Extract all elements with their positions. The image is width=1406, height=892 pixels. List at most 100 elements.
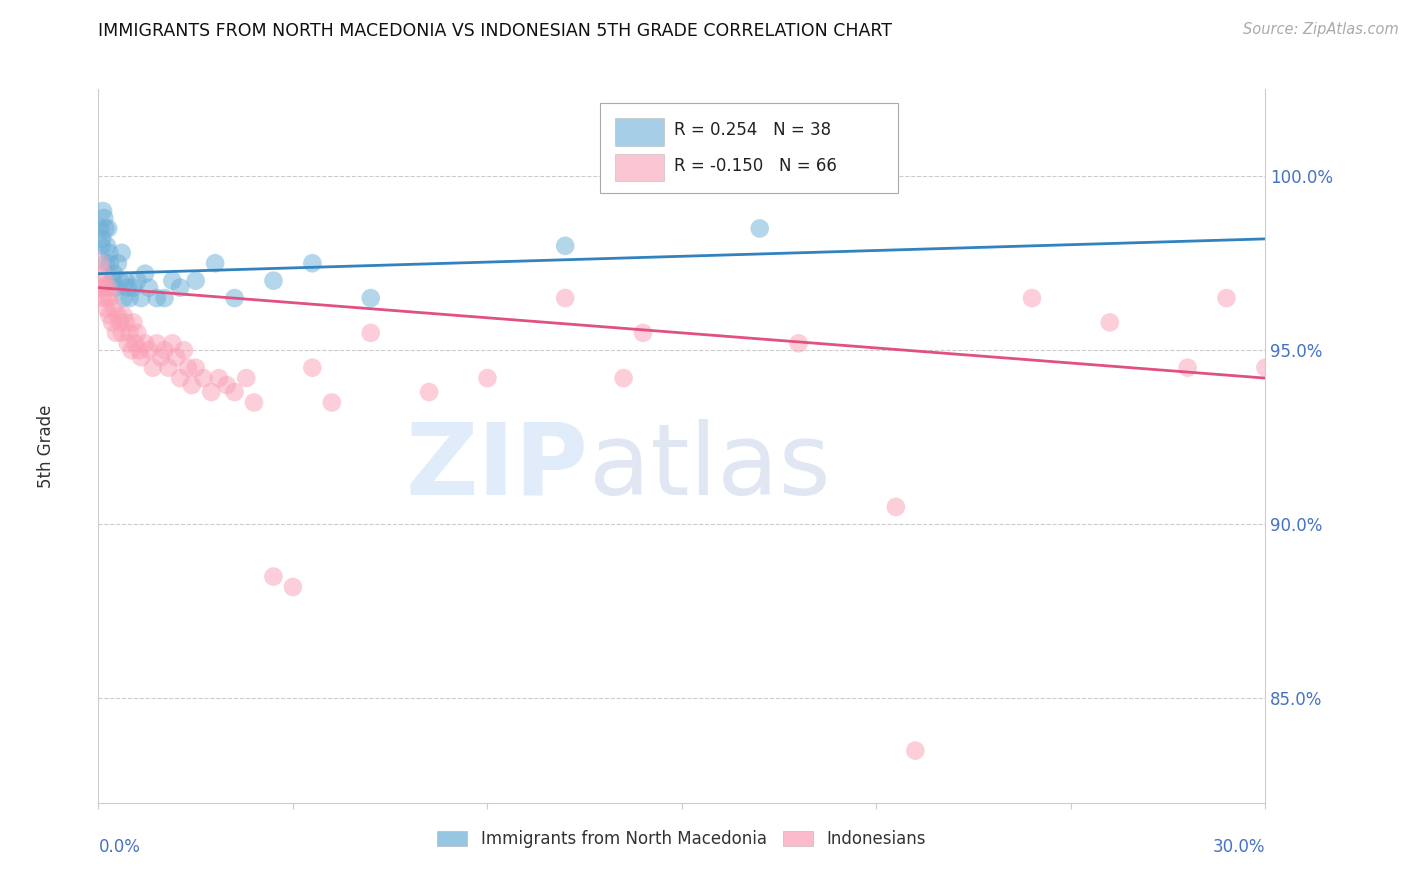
Point	[301, 256, 323, 270]
Point	[134, 267, 156, 281]
Point	[129, 350, 152, 364]
Point	[118, 291, 141, 305]
Point	[94, 280, 117, 294]
Point	[122, 280, 145, 294]
Point	[177, 360, 200, 375]
Point	[121, 343, 143, 358]
Text: atlas: atlas	[589, 419, 830, 516]
Text: ZIP: ZIP	[406, 419, 589, 516]
Point	[103, 267, 125, 281]
Point	[215, 378, 238, 392]
Point	[117, 280, 139, 294]
Point	[149, 350, 172, 364]
Point	[554, 291, 576, 305]
Point	[93, 274, 115, 288]
Point	[787, 336, 810, 351]
Point	[124, 336, 146, 351]
Point	[104, 326, 127, 340]
Point	[321, 395, 343, 409]
Point	[89, 256, 111, 270]
Point	[224, 385, 246, 400]
Point	[112, 291, 135, 305]
Point	[91, 291, 114, 305]
FancyBboxPatch shape	[616, 154, 665, 181]
Point	[111, 326, 134, 340]
Point	[101, 274, 124, 288]
Point	[153, 291, 176, 305]
Point	[904, 743, 927, 757]
Point	[89, 221, 111, 235]
Point	[184, 274, 207, 288]
Point	[1254, 360, 1277, 375]
Point	[208, 371, 231, 385]
Point	[1177, 360, 1199, 375]
Point	[418, 385, 440, 400]
Point	[204, 256, 226, 270]
Point	[138, 280, 160, 294]
Point	[104, 280, 127, 294]
Point	[94, 221, 117, 235]
Point	[224, 291, 246, 305]
Point	[90, 280, 112, 294]
Point	[122, 315, 145, 329]
Point	[200, 385, 222, 400]
Point	[554, 239, 576, 253]
Point	[169, 371, 191, 385]
Point	[235, 371, 257, 385]
Point	[117, 336, 139, 351]
Point	[98, 245, 121, 260]
Point	[173, 343, 195, 358]
Point	[98, 309, 121, 323]
Point	[97, 280, 120, 294]
Text: R = -0.150   N = 66: R = -0.150 N = 66	[673, 157, 837, 175]
Point	[1215, 291, 1237, 305]
Point	[169, 280, 191, 294]
Point	[165, 350, 187, 364]
Point	[631, 326, 654, 340]
Point	[118, 326, 141, 340]
Point	[127, 274, 149, 288]
Point	[146, 336, 169, 351]
Point	[129, 291, 152, 305]
Point	[157, 360, 180, 375]
Point	[180, 378, 202, 392]
Point	[91, 267, 114, 281]
Point	[134, 336, 156, 351]
Legend: Immigrants from North Macedonia, Indonesians: Immigrants from North Macedonia, Indones…	[430, 824, 934, 855]
Text: IMMIGRANTS FROM NORTH MACEDONIA VS INDONESIAN 5TH GRADE CORRELATION CHART: IMMIGRANTS FROM NORTH MACEDONIA VS INDON…	[98, 22, 893, 40]
Point	[138, 343, 160, 358]
Point	[360, 326, 382, 340]
Point	[96, 256, 118, 270]
Point	[111, 245, 134, 260]
Text: 30.0%: 30.0%	[1213, 838, 1265, 856]
Text: Source: ZipAtlas.com: Source: ZipAtlas.com	[1243, 22, 1399, 37]
Point	[1098, 315, 1121, 329]
Point	[128, 343, 150, 358]
Point	[262, 274, 284, 288]
Point	[360, 291, 382, 305]
Point	[477, 371, 499, 385]
Point	[612, 371, 634, 385]
Point	[748, 221, 770, 235]
FancyBboxPatch shape	[616, 119, 665, 145]
Point	[90, 239, 112, 253]
Point	[162, 336, 184, 351]
Point	[243, 395, 266, 409]
Point	[1021, 291, 1043, 305]
Point	[107, 309, 129, 323]
Point	[96, 239, 118, 253]
Point	[97, 221, 120, 235]
Point	[96, 291, 118, 305]
Text: R = 0.254   N = 38: R = 0.254 N = 38	[673, 121, 831, 139]
Point	[98, 291, 121, 305]
Point	[103, 301, 125, 316]
Point	[281, 580, 304, 594]
Point	[91, 232, 114, 246]
Point	[127, 326, 149, 340]
Point	[101, 315, 124, 329]
Text: 5th Grade: 5th Grade	[37, 404, 55, 488]
Point	[153, 343, 176, 358]
Point	[114, 274, 136, 288]
Point	[184, 360, 207, 375]
Point	[884, 500, 907, 514]
